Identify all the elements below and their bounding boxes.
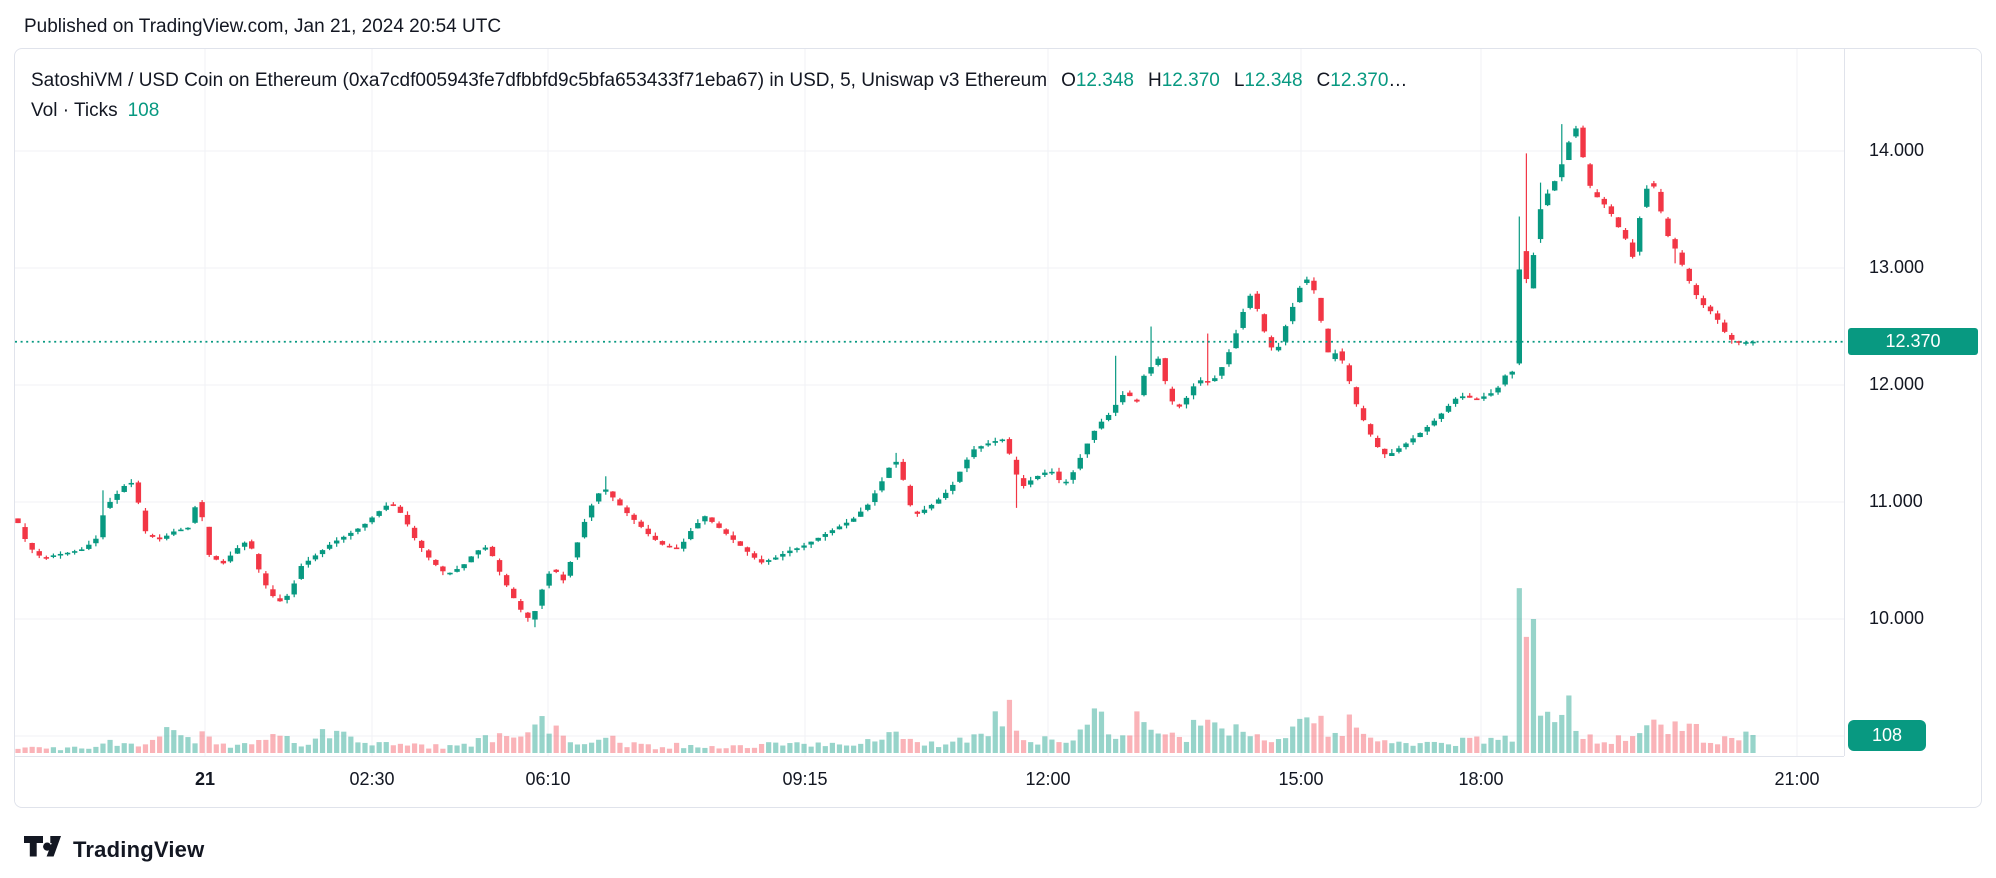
ohlc-item-h: H12.370 [1147,70,1220,91]
ohlc-item-c: C12.370 [1316,70,1389,91]
ohlc-item-l: L12.348 [1233,70,1303,91]
price-axis-label: 14.000 [1869,140,1925,161]
symbol-title: SatoshiVM / USD Coin on Ethereum (0xa7cd… [31,70,1048,91]
time-axis-label: 21:00 [1774,769,1820,789]
published-header: Published on TradingView.com, Jan 21, 20… [24,16,502,37]
volume-indicator-value: 108 [127,100,160,121]
price-axis-label: 13.000 [1869,257,1925,278]
price-axis-label: 10.000 [1869,608,1925,629]
last-price-badge: 12.370 [1848,328,1978,356]
time-axis-label: 06:10 [525,769,571,789]
price-axis-label: 11.000 [1869,491,1923,512]
time-axis-label: 21 [194,769,216,789]
time-axis-label: 18:00 [1458,769,1504,789]
last-volume-badge: 108 [1848,719,1926,751]
price-axis-label: 12.000 [1869,374,1925,395]
ohlc-values: O12.348 H12.370 L12.348 C12.370 [1061,70,1388,91]
volume-indicator-row: Vol · Ticks 108 [31,100,1407,122]
chart-card: SatoshiVM / USD Coin on Ethereum (0xa7cd… [14,48,1982,808]
ohlc-item-o: O12.348 [1061,70,1134,91]
symbol-title-row: SatoshiVM / USD Coin on Ethereum (0xa7cd… [31,70,1407,92]
time-axis-label: 02:30 [349,769,395,789]
candlestick-chart-canvas [15,49,1844,756]
footer: TradingView [24,836,204,863]
tradingview-brand-text[interactable]: TradingView [73,836,205,862]
time-axis: 21 02:30 06:10 09:15 12:00 15:00 18:00 21:00 [15,756,1844,805]
time-axis-label: 12:00 [1025,769,1071,789]
tradingview-logo-icon[interactable] [24,836,61,863]
time-axis-label: 15:00 [1278,769,1324,789]
time-axis-label: 09:15 [782,769,828,789]
volume-indicator-label: Vol · Ticks [31,100,118,121]
ohlc-ellipsis: … [1388,70,1408,91]
chart-legend: SatoshiVM / USD Coin on Ethereum (0xa7cd… [31,70,1407,122]
